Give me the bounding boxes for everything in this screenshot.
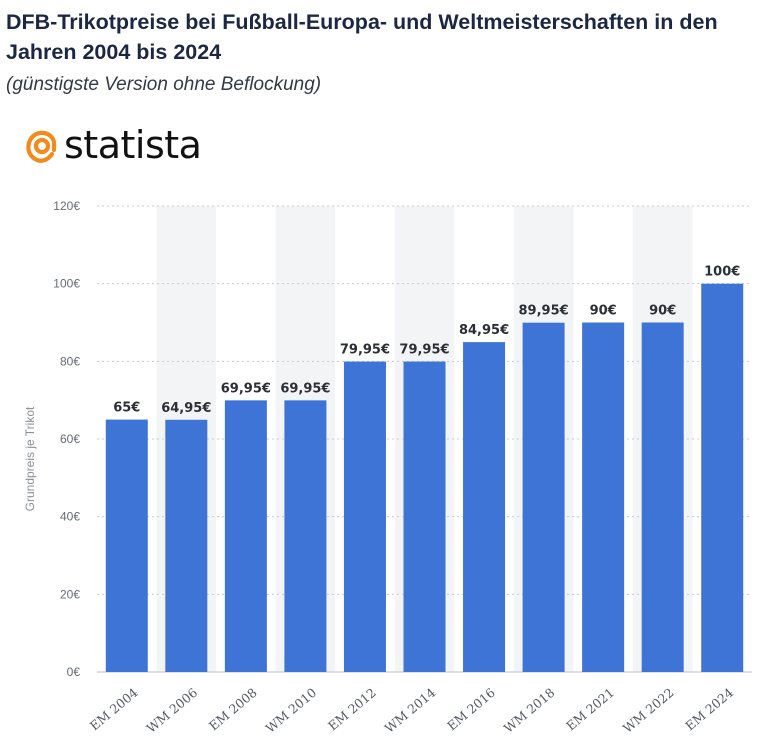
data-label: 90€ bbox=[649, 304, 676, 319]
y-tick-label: 100€ bbox=[53, 277, 80, 291]
y-tick-label: 80€ bbox=[60, 354, 80, 368]
x-tick-label: WM 2014 bbox=[382, 685, 439, 736]
chart-title: DFB-Trikotpreise bei Fußball-Europa- und… bbox=[6, 10, 718, 64]
data-label: 84,95€ bbox=[459, 323, 509, 338]
bar bbox=[582, 322, 625, 672]
bar bbox=[105, 419, 148, 672]
statista-logo: statista bbox=[24, 120, 202, 170]
chart-subtitle: (günstigste Version ohne Beflockung) bbox=[6, 74, 322, 95]
value-labels: 65€ 64,95€ 69,95€ 69,95€ 79,95€ 79,95€ 84,95€ 8… bbox=[113, 265, 740, 416]
bar bbox=[284, 400, 327, 672]
data-label: 64,95€ bbox=[161, 401, 211, 416]
statista-at-icon bbox=[26, 130, 57, 163]
y-axis-ticks: 0€ 20€ 40€ 60€ 80€ 100€ 120€ bbox=[53, 199, 80, 679]
y-tick-label: 20€ bbox=[60, 587, 80, 601]
x-tick-label: WM 2010 bbox=[263, 685, 320, 736]
statista-wordmark: statista bbox=[64, 123, 202, 167]
y-tick-label: 120€ bbox=[53, 199, 80, 213]
data-label: 100€ bbox=[704, 265, 740, 280]
x-tick-label: EM 2004 bbox=[87, 685, 141, 734]
x-tick-label: WM 2018 bbox=[501, 685, 558, 736]
data-label: 69,95€ bbox=[221, 381, 271, 396]
x-tick-label: EM 2012 bbox=[325, 685, 379, 734]
x-tick-label: WM 2006 bbox=[144, 685, 201, 736]
y-tick-label: 60€ bbox=[60, 432, 80, 446]
y-tick-label: 40€ bbox=[60, 510, 80, 524]
x-tick-label: EM 2021 bbox=[563, 685, 617, 734]
data-label: 89,95€ bbox=[519, 304, 569, 319]
bar-series bbox=[105, 283, 744, 672]
x-tick-label: EM 2024 bbox=[682, 685, 736, 734]
data-label: 90€ bbox=[590, 304, 617, 319]
y-axis-label: Grundpreis je Trikot bbox=[23, 406, 37, 511]
data-label: 79,95€ bbox=[340, 343, 390, 358]
x-tick-label: EM 2016 bbox=[444, 685, 498, 734]
x-tick-label: EM 2008 bbox=[206, 685, 260, 734]
bar bbox=[463, 342, 506, 672]
bar bbox=[343, 361, 386, 672]
x-tick-label: WM 2022 bbox=[620, 685, 677, 736]
category-labels: EM 2004 WM 2006 EM 2008 WM 2010 EM 2012 WM 20… bbox=[87, 685, 736, 736]
bar bbox=[641, 322, 684, 672]
data-label: 65€ bbox=[113, 401, 140, 416]
bar bbox=[403, 361, 446, 672]
bar bbox=[522, 322, 565, 672]
data-label: 69,95€ bbox=[280, 381, 330, 396]
bar bbox=[165, 419, 208, 672]
bar bbox=[224, 400, 267, 672]
bar bbox=[701, 283, 744, 672]
y-tick-label: 0€ bbox=[67, 665, 81, 679]
data-label: 79,95€ bbox=[399, 343, 449, 358]
